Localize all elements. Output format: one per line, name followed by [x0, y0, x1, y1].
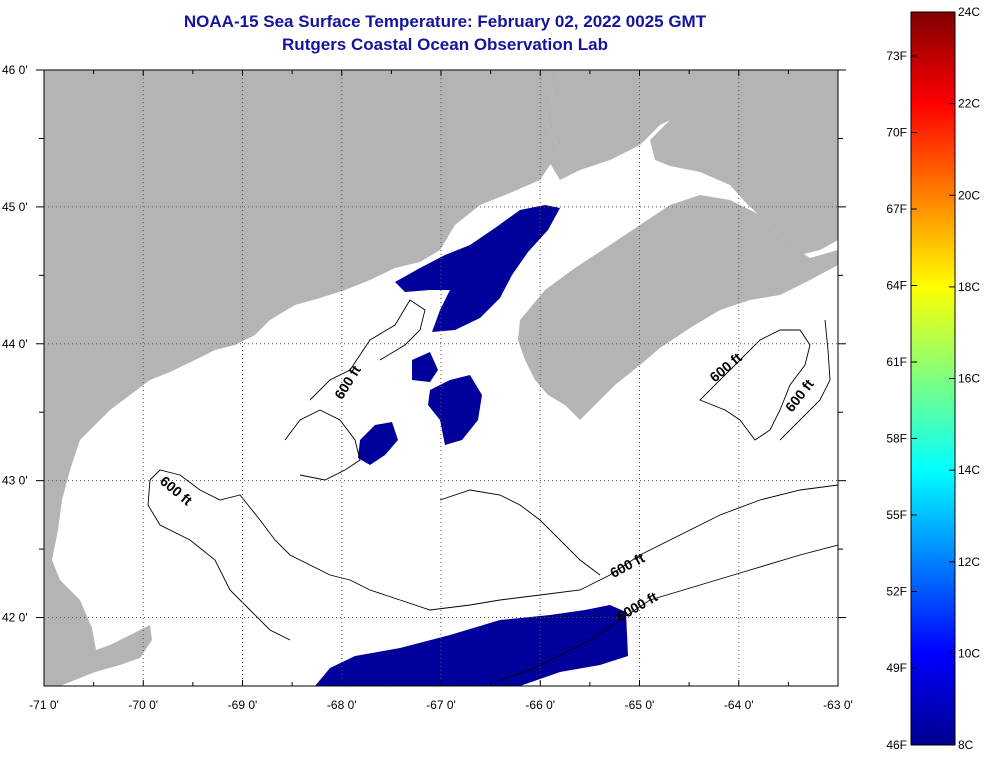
- map-axis-labels: -71 0' -70 0' -69 0' -68 0' -67 0' -66 0' -65 …: [2, 63, 853, 712]
- celsius-label: 14C: [958, 463, 980, 477]
- land-maine-newengland: [44, 70, 560, 686]
- map-title: NOAA-15 Sea Surface Temperature: Februar…: [0, 10, 890, 56]
- celsius-label: 16C: [958, 372, 980, 386]
- lon-tick-label: -66 0': [525, 698, 555, 712]
- lat-tick-label: 43 0': [2, 474, 28, 488]
- bathymetry-contours: [147, 299, 838, 681]
- lon-tick-label: -67 0': [426, 698, 456, 712]
- celsius-label: 24C: [958, 5, 980, 19]
- lon-tick-label: -69 0': [228, 698, 258, 712]
- lon-tick-label: -70 0': [128, 698, 158, 712]
- lon-tick-label: -64 0': [724, 698, 754, 712]
- land-newbrunswick: [545, 70, 838, 255]
- map-graticule: [36, 69, 846, 686]
- lat-tick-label: 44 0': [2, 337, 28, 351]
- lat-tick-label: 46 0': [2, 63, 28, 77]
- celsius-label: 18C: [958, 280, 980, 294]
- lon-tick-label: -63 0': [823, 698, 853, 712]
- land-novascotia: [518, 195, 838, 420]
- lon-tick-label: -71 0': [29, 698, 59, 712]
- celsius-label: 20C: [958, 188, 980, 202]
- title-line-2: Rutgers Coastal Ocean Observation Lab: [282, 35, 608, 54]
- title-line-1: NOAA-15 Sea Surface Temperature: Februar…: [183, 12, 707, 31]
- colorbar-gradient: [910, 11, 956, 746]
- lon-tick-label: -65 0': [625, 698, 655, 712]
- lat-tick-label: 42 0': [2, 611, 28, 625]
- sst-cold-patches: [315, 205, 628, 686]
- lat-tick-label: 45 0': [2, 200, 28, 214]
- lon-tick-label: -68 0': [327, 698, 357, 712]
- celsius-label: 10C: [958, 646, 980, 660]
- celsius-label: 22C: [958, 97, 980, 111]
- colorbar-labels: 73F70F67F64F61F58F55F52F49F46F24C22C20C1…: [886, 5, 980, 752]
- celsius-label: 12C: [958, 555, 980, 569]
- celsius-label: 8C: [958, 738, 974, 752]
- sst-map: -71 0' -70 0' -69 0' -68 0' -67 0' -66 0' -65 …: [2, 63, 853, 712]
